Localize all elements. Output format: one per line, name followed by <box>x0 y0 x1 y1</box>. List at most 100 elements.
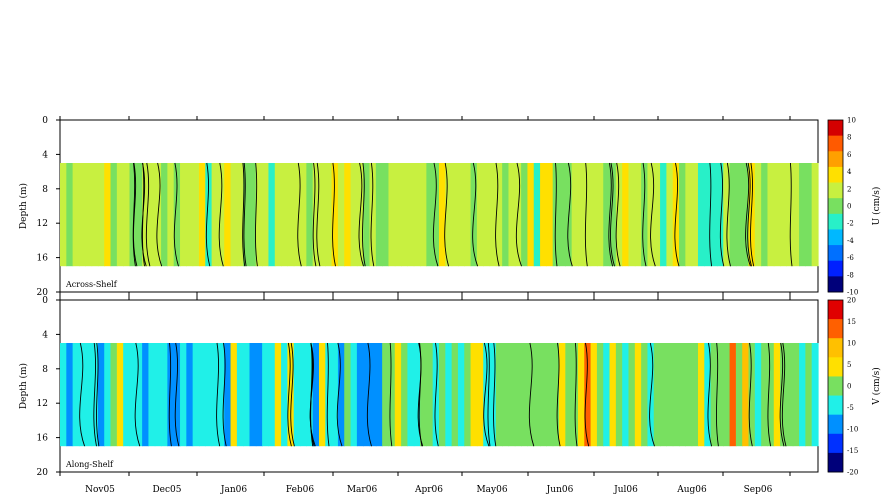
field-strip <box>685 163 693 267</box>
field-strip <box>451 163 459 267</box>
field-strip <box>72 343 80 447</box>
y-tick-label: 12 <box>37 399 48 409</box>
field-strip <box>508 163 516 267</box>
colorbar-segment <box>828 182 843 199</box>
contour-line <box>554 162 558 267</box>
field-strip <box>420 163 427 267</box>
contour-line <box>750 162 755 267</box>
contour-line <box>287 342 292 447</box>
field-strip <box>527 343 535 447</box>
field-strip <box>426 163 434 267</box>
colorbar-segment <box>828 198 843 215</box>
contour-line <box>326 342 330 447</box>
field-strip <box>243 343 251 447</box>
field-strip <box>489 163 497 267</box>
contour-line <box>434 342 439 447</box>
field-strip <box>464 343 472 447</box>
field-strip <box>540 343 547 447</box>
colorbar-segment <box>828 319 843 339</box>
colorbar-tick-label: -15 <box>847 447 858 455</box>
field-strip <box>142 343 150 447</box>
panel1-contours <box>132 162 793 267</box>
field-strip <box>439 163 446 267</box>
field-strip <box>230 343 238 447</box>
field-strip <box>451 343 459 447</box>
field-strip <box>85 163 93 267</box>
colorbar-segment <box>828 229 843 246</box>
field-strip <box>91 163 99 267</box>
field-strip <box>167 163 175 267</box>
month-label: May06 <box>476 485 507 495</box>
contour-line <box>336 342 343 447</box>
colorbar-tick-label: -5 <box>847 404 854 412</box>
field-strip <box>104 163 112 267</box>
field-strip <box>375 163 383 267</box>
field-strip <box>521 163 529 267</box>
colorbar-segment <box>828 276 843 293</box>
field-strip <box>110 163 118 267</box>
field-strip <box>356 343 364 447</box>
contour-line <box>745 162 751 267</box>
contour-line <box>242 162 246 267</box>
field-strip <box>799 163 806 267</box>
field-strip <box>439 343 446 447</box>
contour-line <box>707 342 713 447</box>
field-strip <box>754 163 762 267</box>
field-strip <box>255 163 263 267</box>
colorbar-u-label: U (cm/s) <box>871 187 882 226</box>
colorbar-segment <box>828 395 843 416</box>
field-strip <box>306 343 314 447</box>
field-strip <box>274 343 282 447</box>
colorbar-u: 10 8 6 4 2 0 -2 -4 -6 -8 -10 <box>827 117 858 297</box>
field-strip <box>66 163 74 267</box>
field-strip <box>533 163 541 267</box>
field-strip <box>325 343 333 447</box>
field-strip <box>723 163 731 267</box>
field-strip <box>691 163 699 267</box>
x-axis-month-labels: Nov05 Dec05 Jan06 Feb06 Mar06 Apr06 May06 Jun06… <box>85 485 773 495</box>
field-strip <box>445 343 453 447</box>
field-strip <box>622 343 630 447</box>
colorbar-segment <box>828 452 843 473</box>
field-strip <box>344 163 352 267</box>
colorbar-tick-label: 0 <box>847 383 851 391</box>
field-strip <box>180 163 187 267</box>
field-strip <box>723 343 731 447</box>
contour-line <box>649 342 655 447</box>
field-strip <box>205 343 213 447</box>
field-strip <box>748 163 756 267</box>
field-strip <box>413 163 421 267</box>
field-strip <box>754 343 762 447</box>
colorbar-tick-label: 20 <box>847 297 856 305</box>
field-strip <box>584 343 592 447</box>
field-strip <box>546 163 554 267</box>
field-strip <box>173 343 181 447</box>
contour-line <box>389 342 393 447</box>
field-strip <box>590 343 598 447</box>
field-strip <box>363 343 371 447</box>
field-strip <box>729 163 737 267</box>
field-strip <box>192 343 200 447</box>
contour-line <box>366 342 372 447</box>
field-strip <box>293 163 301 267</box>
month-label: Nov05 <box>85 485 115 495</box>
contour-line <box>96 342 100 447</box>
field-strip <box>704 343 712 447</box>
field-strip <box>552 163 560 267</box>
colorbar-tick-label: -8 <box>847 271 854 279</box>
contour-line <box>133 162 138 267</box>
field-strip <box>660 163 667 267</box>
field-strip <box>615 343 623 447</box>
field-strip <box>521 343 529 447</box>
contour-line <box>243 162 247 267</box>
field-strip <box>306 163 314 267</box>
colorbar-tick-label: -20 <box>847 469 858 477</box>
contour-line <box>205 162 211 267</box>
field-strip <box>432 163 440 267</box>
colorbar-tick-label: -4 <box>847 237 854 245</box>
field-strip <box>325 163 333 267</box>
field-strip <box>388 343 396 447</box>
field-strip <box>805 343 813 447</box>
contour-line <box>610 162 615 267</box>
field-strip <box>382 343 390 447</box>
